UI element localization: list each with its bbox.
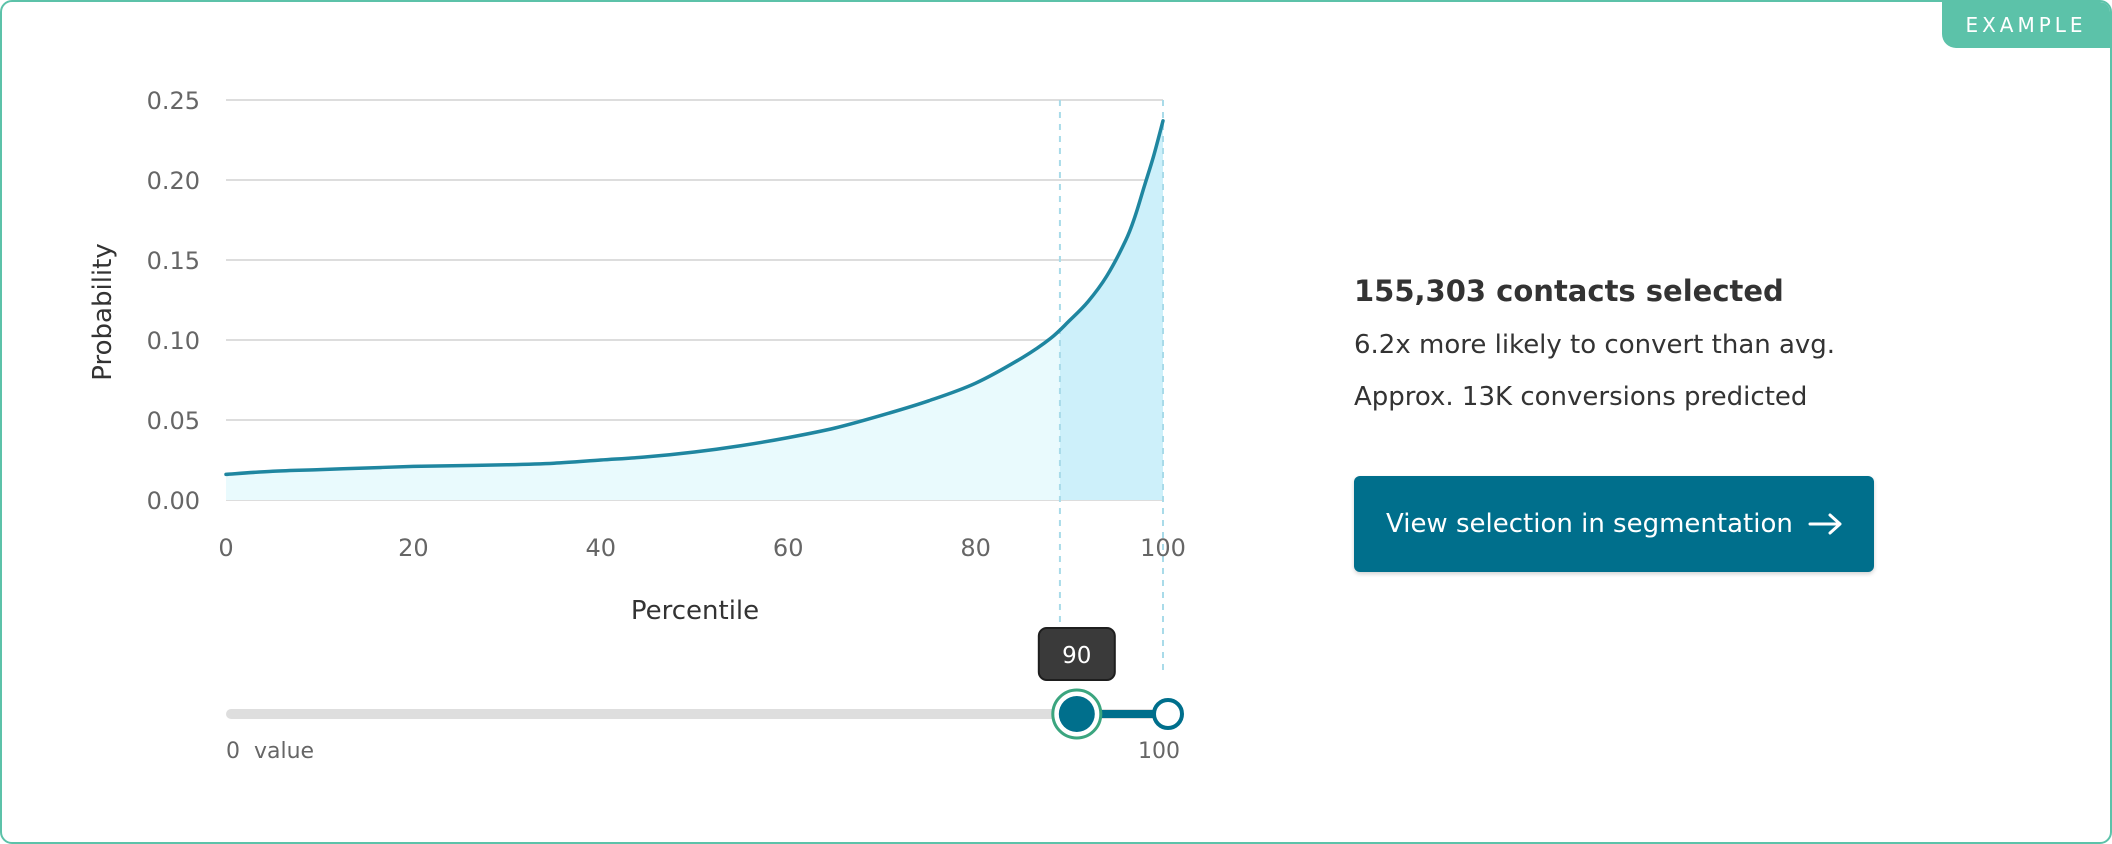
slider-max-label: 100	[1138, 739, 1180, 764]
y-axis-title: Probability	[88, 243, 118, 380]
x-tick-labels: 0 20 40 60 80 100	[218, 534, 1186, 562]
slider-tooltip-box	[1037, 627, 1116, 681]
y-tick-label: 0.15	[147, 247, 200, 275]
x-tick-label: 20	[398, 534, 429, 562]
view-in-segmentation-label: View selection in segmentation	[1386, 509, 1793, 539]
y-tick-label: 0.00	[147, 487, 200, 515]
x-tick-label: 40	[586, 534, 617, 562]
slider-high-handle[interactable]	[1152, 698, 1184, 730]
selection-summary: 155,303 contacts selected 6.2x more like…	[1354, 274, 1994, 434]
slider-tooltip-value: 90	[1062, 643, 1091, 669]
contacts-selected-headline: 155,303 contacts selected	[1354, 274, 1784, 308]
predicted-conversions-text: Approx. 13K conversions predicted	[1354, 382, 1808, 412]
conversion-lift-text: 6.2x more likely to convert than avg.	[1354, 330, 1836, 360]
x-tick-label: 0	[218, 534, 233, 562]
x-tick-label: 80	[960, 534, 991, 562]
percentile-range-slider[interactable]: 90 0 value 100	[226, 627, 1184, 764]
y-tick-label: 0.20	[147, 167, 200, 195]
slider-low-handle[interactable]	[1058, 696, 1095, 732]
x-axis-title: Percentile	[631, 596, 759, 626]
arrow-right-icon	[1808, 512, 1844, 536]
slider-tooltip: 90	[1037, 627, 1116, 681]
chart-areas	[226, 120, 1163, 501]
slider-track[interactable]	[226, 709, 1168, 719]
y-tick-label: 0.05	[147, 407, 200, 435]
y-tick-label: 0.10	[147, 327, 200, 355]
y-tick-label: 0.25	[147, 87, 200, 115]
example-badge: EXAMPLE	[1942, 2, 2110, 48]
probability-curve	[224, 119, 1165, 477]
x-tick-label: 100	[1140, 534, 1186, 562]
chart-curve	[224, 119, 1165, 477]
view-in-segmentation-button[interactable]: View selection in segmentation	[1354, 476, 1874, 572]
selected-area	[1059, 120, 1163, 500]
y-tick-labels: 0.00 0.05 0.10 0.15 0.20 0.25	[147, 87, 200, 515]
slider-min-label: 0 value	[226, 739, 314, 764]
curve-area	[226, 120, 1163, 501]
x-tick-label: 60	[773, 534, 804, 562]
